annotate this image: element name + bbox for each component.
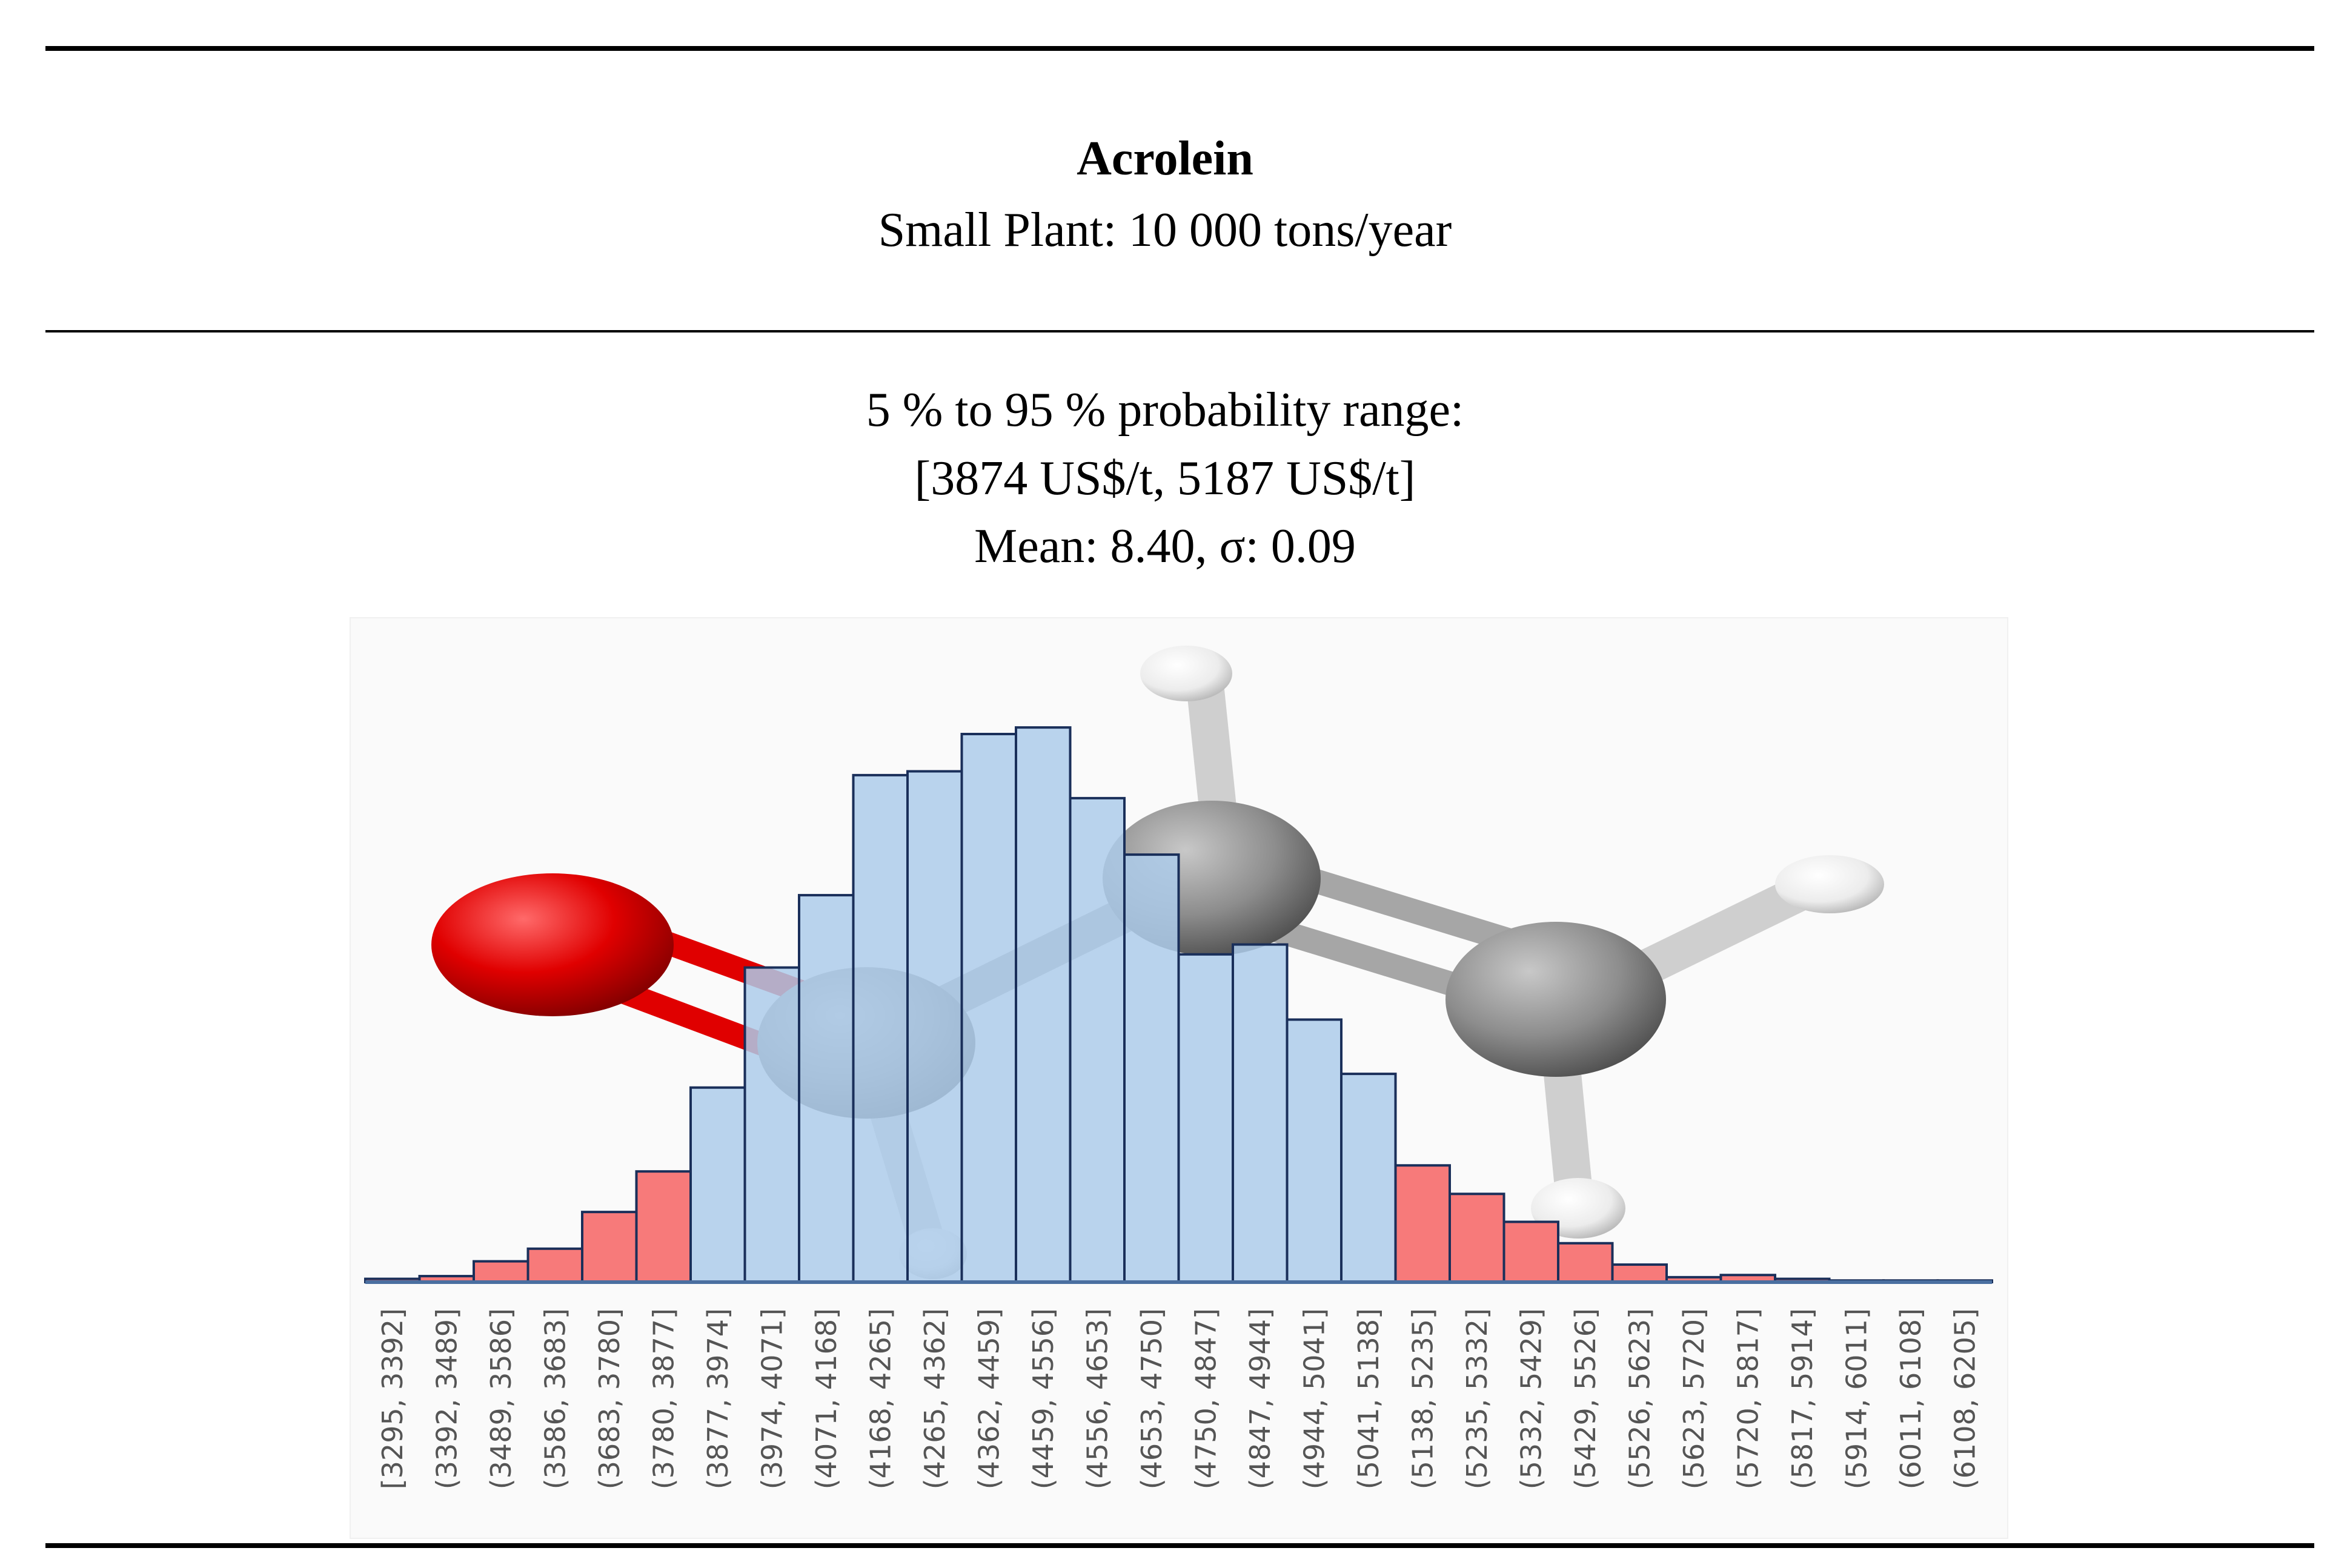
x-tick-label: (4944, 5041] bbox=[1298, 1308, 1330, 1489]
x-tick-label: (4168, 4265] bbox=[864, 1308, 897, 1489]
atom-carbon-3 bbox=[1445, 922, 1666, 1077]
x-tick-label: (5623, 5720] bbox=[1678, 1308, 1710, 1489]
x-tick-label: [3295, 3392] bbox=[376, 1308, 409, 1489]
x-tick-label: (4459, 4556] bbox=[1027, 1308, 1060, 1489]
x-tick-label: (3489, 3586] bbox=[485, 1308, 517, 1489]
x-tick-label: (5041, 5138] bbox=[1352, 1308, 1385, 1489]
x-tick-label: (5914, 6011] bbox=[1840, 1308, 1873, 1489]
x-axis-tick-labels: [3295, 3392] (3392, 3489] (3489, 3586] (358… bbox=[376, 1308, 1982, 1489]
x-tick-label: (6108, 6205] bbox=[1948, 1308, 1981, 1489]
histogram-bar bbox=[960, 733, 1017, 1283]
histogram-bar bbox=[1340, 1073, 1397, 1283]
x-tick-label: (5817, 5914] bbox=[1786, 1308, 1819, 1489]
atom-hydrogen-top bbox=[1140, 646, 1232, 701]
histogram-bar bbox=[635, 1170, 692, 1283]
histogram-bar bbox=[1286, 1018, 1343, 1283]
x-tick-label: (4847, 4944] bbox=[1244, 1308, 1276, 1489]
histogram-bar bbox=[906, 770, 963, 1284]
histogram-bar bbox=[852, 773, 909, 1283]
atom-hydrogen-right bbox=[1775, 855, 1884, 913]
histogram-bar bbox=[1015, 726, 1072, 1283]
histogram-bar bbox=[1394, 1164, 1451, 1283]
histogram-bar bbox=[1449, 1193, 1505, 1284]
x-tick-label: (4071, 4168] bbox=[810, 1308, 843, 1489]
x-tick-label: (3392, 3489] bbox=[430, 1308, 463, 1489]
x-tick-label: (5235, 5332] bbox=[1461, 1308, 1493, 1489]
probability-range-value: [3874 US$/t, 5187 US$/t] bbox=[914, 452, 1416, 505]
histogram-bar bbox=[1232, 943, 1289, 1283]
x-tick-label: (3877, 3974] bbox=[702, 1308, 734, 1489]
x-tick-label: (5429, 5526] bbox=[1569, 1308, 1602, 1489]
x-tick-label: (5720, 5817] bbox=[1731, 1308, 1764, 1489]
histogram-bar bbox=[1557, 1242, 1614, 1284]
chart-title: Acrolein bbox=[1077, 132, 1253, 185]
x-tick-label: (4362, 4459] bbox=[972, 1308, 1005, 1489]
x-tick-label: (6011, 6108] bbox=[1894, 1308, 1927, 1489]
middle-rule bbox=[45, 330, 2314, 332]
mean-sigma-label: Mean: 8.40, σ: 0.09 bbox=[974, 520, 1356, 573]
x-tick-label: (3683, 3780] bbox=[593, 1308, 626, 1489]
histogram-bar bbox=[743, 966, 800, 1283]
plant-size-label: Small Plant: 10 000 tons/year bbox=[878, 203, 1452, 257]
histogram-bar bbox=[1611, 1263, 1668, 1284]
top-rule bbox=[45, 46, 2314, 51]
histogram-bar bbox=[473, 1260, 529, 1284]
x-tick-label: (3780, 3877] bbox=[647, 1308, 680, 1489]
x-tick-label: (4653, 4750] bbox=[1135, 1308, 1168, 1489]
x-tick-label: (4556, 4653] bbox=[1081, 1308, 1114, 1489]
x-tick-label: (3586, 3683] bbox=[539, 1308, 571, 1489]
bottom-rule bbox=[45, 1543, 2314, 1548]
x-tick-label: (5526, 5623] bbox=[1623, 1308, 1656, 1489]
x-tick-label: (3974, 4071] bbox=[755, 1308, 788, 1489]
atom-oxygen bbox=[431, 873, 674, 1016]
histogram-bar bbox=[1069, 796, 1126, 1283]
histogram-bar bbox=[1502, 1220, 1559, 1283]
histogram-bar bbox=[1123, 853, 1180, 1283]
x-tick-label: (5332, 5429] bbox=[1515, 1308, 1547, 1489]
histogram-bar bbox=[798, 894, 855, 1283]
x-tick-label: (4265, 4362] bbox=[918, 1308, 951, 1489]
probability-range-label: 5 % to 95 % probability range: bbox=[866, 383, 1464, 437]
histogram-bar bbox=[1177, 953, 1234, 1284]
histogram-bar bbox=[689, 1086, 746, 1283]
histogram-bar bbox=[581, 1211, 638, 1284]
x-tick-label: (5138, 5235] bbox=[1406, 1308, 1439, 1489]
histogram-bar bbox=[526, 1247, 583, 1283]
x-tick-label: (4750, 4847] bbox=[1189, 1308, 1222, 1489]
